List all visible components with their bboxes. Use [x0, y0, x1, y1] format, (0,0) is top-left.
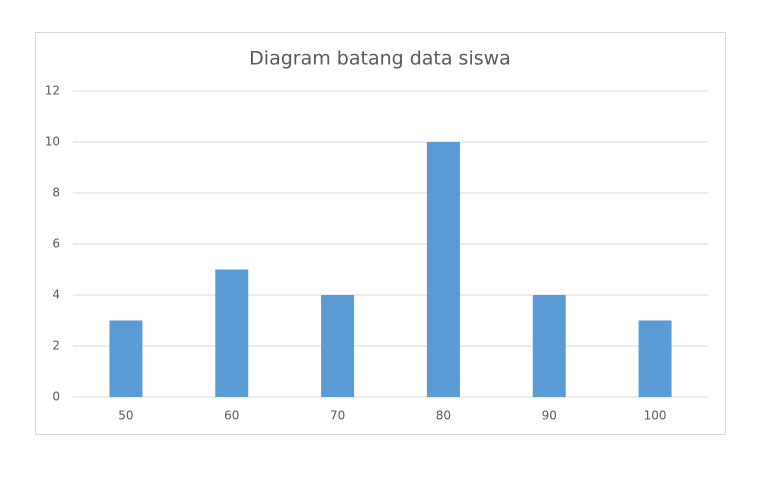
chart-frame — [35, 32, 726, 435]
y-tick-label: 6 — [52, 237, 60, 251]
x-tick-label: 50 — [118, 409, 133, 423]
y-tick-label: 4 — [52, 288, 60, 302]
x-tick-label: 90 — [542, 409, 557, 423]
x-tick-label: 60 — [224, 409, 239, 423]
bar — [532, 295, 566, 397]
y-tick-label: 2 — [52, 339, 60, 353]
bar — [426, 142, 460, 397]
y-tick-label: 10 — [45, 135, 60, 149]
y-tick-label: 0 — [52, 390, 60, 404]
bar — [321, 295, 355, 397]
bar — [215, 269, 249, 397]
x-tick-label: 70 — [330, 409, 345, 423]
chart-title: Diagram batang data siswa — [249, 48, 511, 70]
x-tick-label: 100 — [644, 409, 667, 423]
x-tick-label: 80 — [436, 409, 451, 423]
y-tick-label: 12 — [45, 84, 60, 98]
bar — [638, 320, 672, 397]
y-tick-label: 8 — [52, 186, 60, 200]
bar — [109, 320, 143, 397]
